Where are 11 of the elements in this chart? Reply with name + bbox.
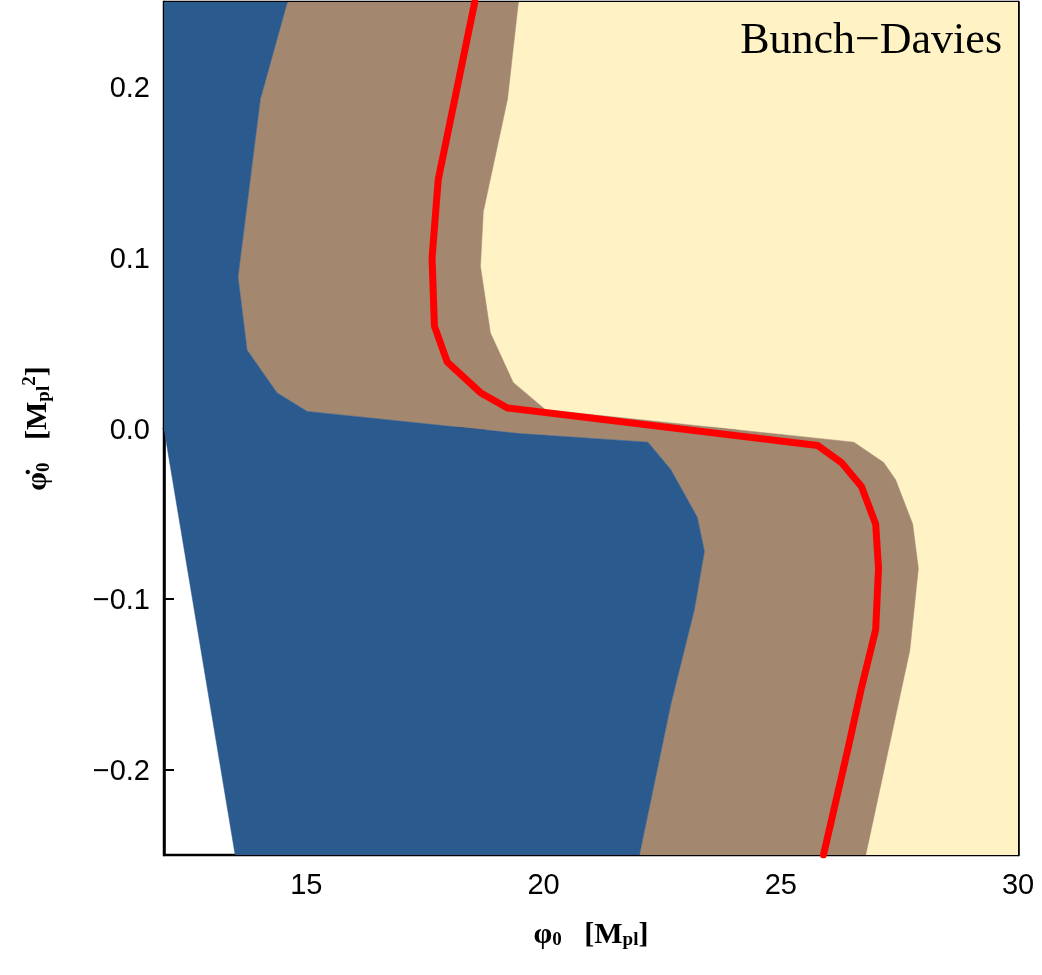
x-tick-label: 30 xyxy=(1001,867,1035,900)
y-tick-label: −0.1 xyxy=(92,583,150,616)
y-tick-label: 0.0 xyxy=(109,412,150,445)
x-tick-label: 15 xyxy=(290,867,323,900)
y-tick-label: −0.2 xyxy=(92,753,150,786)
y-tick-label: 0.2 xyxy=(109,71,150,104)
x-axis-title: φ0 [Mpl] xyxy=(533,916,649,949)
annotation: Bunch−Davies xyxy=(740,13,1002,63)
x-tick-label: 20 xyxy=(527,867,560,900)
x-tick-label: 25 xyxy=(764,867,797,900)
y-tick-label: 0.1 xyxy=(109,241,150,274)
